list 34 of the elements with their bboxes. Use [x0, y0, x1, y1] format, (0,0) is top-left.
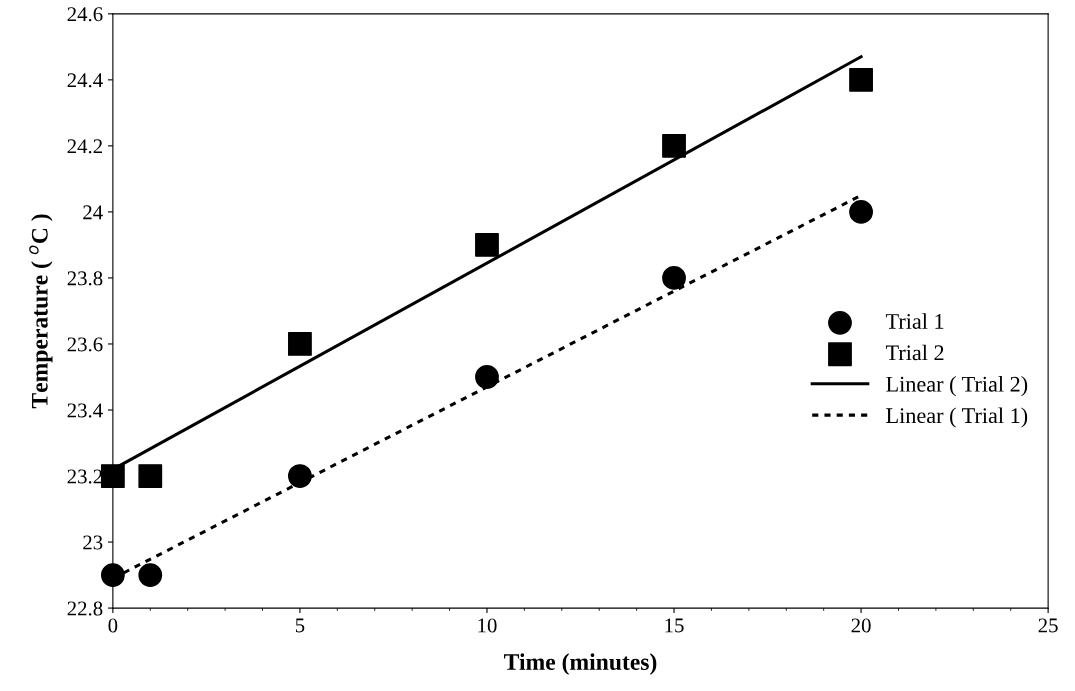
point — [288, 332, 312, 356]
point — [100, 563, 125, 587]
point — [662, 133, 686, 158]
legend-label: Linear ( Trial 2) — [886, 376, 1028, 397]
y-tick-label: 23.8 — [67, 271, 103, 286]
legend-label: Trial 2 — [885, 344, 944, 361]
y-tick-label: 24.6 — [67, 7, 103, 22]
x-tick-label: 5 — [295, 618, 305, 633]
point — [849, 200, 873, 224]
point — [138, 563, 163, 587]
y-tick-label: 23 — [83, 535, 103, 550]
point — [475, 365, 499, 389]
x-axis-title: Time (minutes) — [504, 653, 657, 675]
x-tick-label: 20 — [851, 618, 871, 633]
y-tick-label: 23.4 — [67, 403, 103, 418]
point — [849, 67, 873, 92]
point — [100, 464, 125, 488]
x-tick-label: 0 — [108, 618, 118, 633]
y-tick-label: 23.2 — [67, 469, 102, 484]
x-tick-label: 10 — [478, 618, 497, 633]
y-tick-label: 24.4 — [67, 73, 103, 88]
point — [138, 464, 163, 488]
x-tick-label: 25 — [1038, 618, 1058, 633]
x-tick-label: 15 — [665, 618, 684, 633]
y-axis-title: Temperature ( $^{o}$C ) — [29, 214, 53, 409]
point — [475, 233, 499, 257]
legend-label: Trial 1 — [885, 313, 944, 329]
legend-label: Linear ( Trial 1) — [886, 407, 1028, 428]
y-tick-label: 24.2 — [67, 139, 102, 154]
y-tick-label: 22.8 — [67, 601, 103, 616]
point — [662, 266, 686, 290]
point — [288, 464, 312, 488]
y-tick-label: 23.6 — [67, 337, 103, 352]
y-tick-label: 24 — [83, 205, 103, 220]
